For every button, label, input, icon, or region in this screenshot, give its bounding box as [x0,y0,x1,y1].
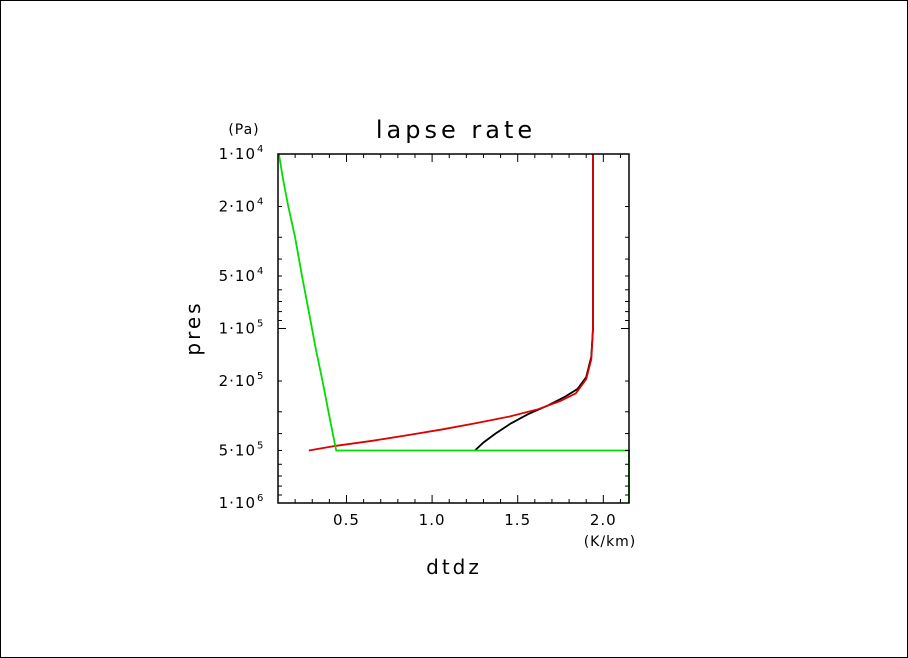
y-tick-exponent: 5 [257,440,263,451]
x-axis-unit: (K/km) [584,534,637,550]
y-tick-label: 1·10 [219,145,256,163]
y-tick-label: 1·10 [219,320,256,338]
series-line-1 [308,154,594,452]
y-tick-label: 2·10 [219,198,256,216]
y-tick-exponent: 5 [257,319,263,330]
tick-layer: 0.5 1.0 1.5 2.01·10 42·10 45·10 41·10 52·10 55·1… [219,144,629,529]
y-tick-exponent: 4 [257,197,263,208]
chart-title: lapse rate [376,116,536,144]
y-axis-label: pres [181,300,205,355]
series-layer [278,153,630,503]
y-tick-label: 5·10 [219,441,256,459]
x-tick-label: 2.0 [590,511,617,529]
y-tick-exponent: 5 [257,371,263,382]
y-tick-exponent: 4 [257,144,263,155]
y-tick-label: 5·10 [219,267,256,285]
x-tick-label: 0.5 [333,511,360,529]
y-tick-exponent: 6 [257,493,263,504]
x-tick-label: 1.0 [419,511,446,529]
series-line-2 [278,153,630,503]
y-tick-label: 2·10 [219,372,256,390]
y-axis-unit: (Pa) [228,122,259,138]
y-tick-exponent: 4 [257,266,263,277]
x-axis-label: dtdz [426,555,482,579]
y-tick-label: 1·10 [219,494,256,512]
x-tick-label: 1.5 [504,511,531,529]
series-line-0 [474,154,594,452]
